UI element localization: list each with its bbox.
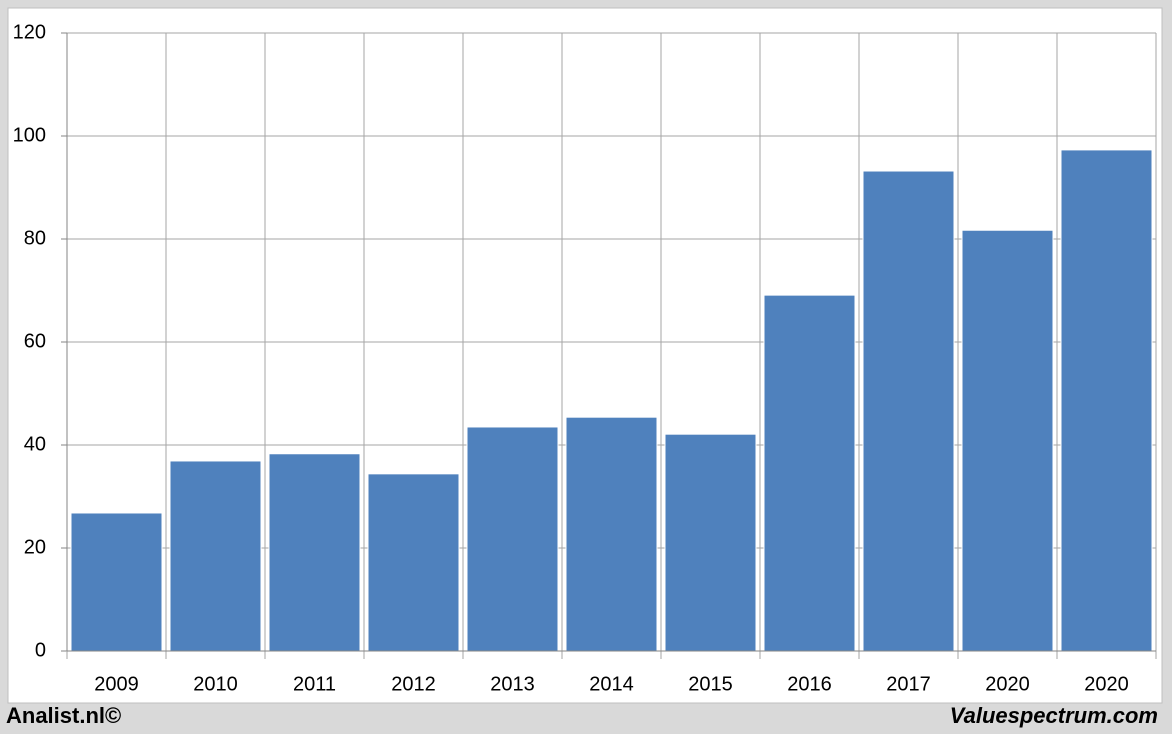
y-tick-label: 80 [24,227,46,249]
x-tick-label: 2015 [688,673,733,695]
bar [664,433,757,652]
bar [763,294,856,652]
x-tick-label: 2009 [94,673,139,695]
bar [565,416,658,652]
x-tick-label: 2013 [490,673,535,695]
bar [70,512,163,652]
x-tick-label: 2012 [391,673,436,695]
footer-right: Valuespectrum.com [950,703,1158,728]
bar [466,426,559,652]
x-tick-label: 2016 [787,673,832,695]
x-tick-label: 2010 [193,673,238,695]
bar [961,229,1054,652]
x-tick-label: 2020 [1084,673,1129,695]
bar [1060,149,1153,652]
x-tick-label: 2017 [886,673,931,695]
y-tick-label: 60 [24,330,46,352]
x-tick-label: 2020 [985,673,1030,695]
bar [169,460,262,652]
y-tick-label: 100 [13,124,46,146]
footer-left: Analist.nl© [6,703,121,728]
x-tick-label: 2014 [589,673,634,695]
y-tick-label: 40 [24,433,46,455]
y-tick-label: 120 [13,21,46,43]
y-tick-label: 0 [35,639,46,661]
y-tick-label: 20 [24,536,46,558]
bar [367,473,460,652]
bar [268,453,361,652]
x-tick-label: 2011 [293,673,336,695]
bar [862,170,955,652]
